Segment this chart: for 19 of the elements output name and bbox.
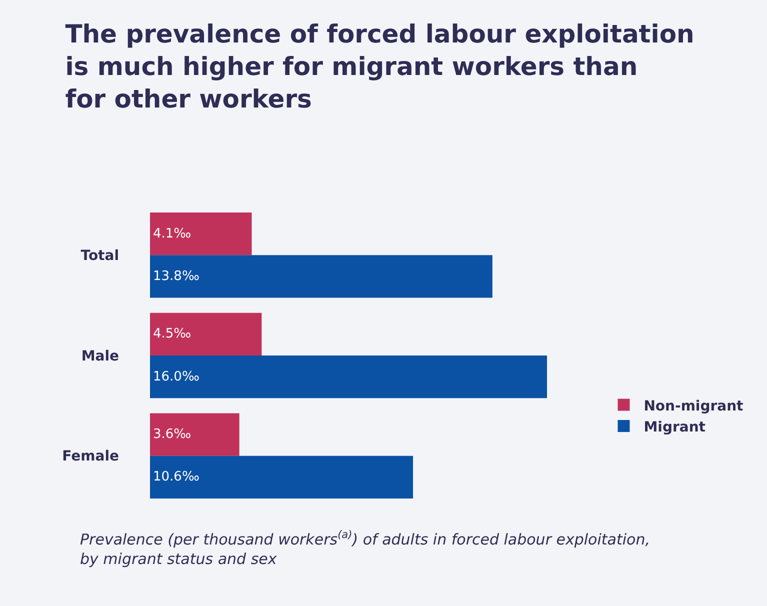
y-tick-label: Male — [81, 348, 119, 364]
text: Prevalence (per thousand workers$^{(a)}$) of adults in forced labour exploitation, by migrant status and sex — [80, 529, 650, 568]
bar — [150, 356, 548, 398]
data-label: 10.6‰ — [153, 470, 200, 485]
y-tick-label: Female — [62, 448, 119, 465]
bar — [150, 312, 262, 356]
bar — [150, 255, 492, 298]
data-label: 4.5‰ — [153, 326, 192, 342]
y-tick-label: Total — [80, 248, 119, 264]
legend-label: Non-migrant — [644, 398, 744, 414]
legend-label: Migrant — [644, 419, 706, 436]
data-label: 3.6‰ — [153, 427, 192, 442]
bar — [150, 456, 414, 498]
data-label: 16.0‰ — [153, 369, 200, 384]
data-label: 4.1‰ — [153, 226, 192, 242]
chart-title: The prevalence of forced labour exploitation is much higher for migrant workers than for other workers — [65, 19, 694, 114]
bar — [150, 212, 252, 256]
bar — [150, 413, 240, 456]
data-label: 13.8‰ — [153, 268, 200, 284]
